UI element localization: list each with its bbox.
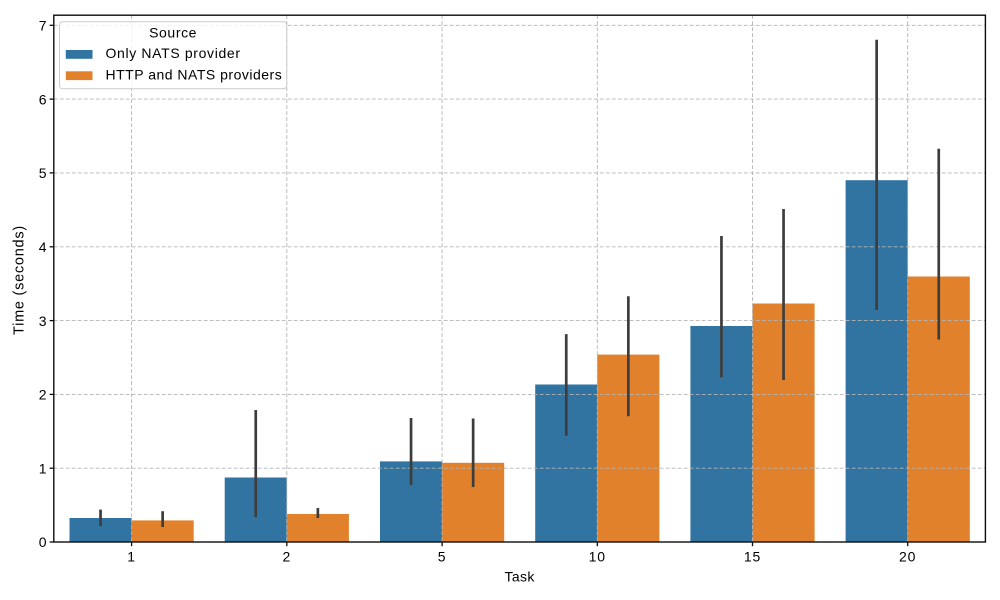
svg-text:Only NATS provider: Only NATS provider (106, 45, 241, 61)
svg-text:1: 1 (127, 549, 136, 565)
svg-text:Task: Task (505, 569, 536, 585)
svg-text:Source: Source (149, 25, 197, 41)
svg-text:HTTP and NATS providers: HTTP and NATS providers (106, 66, 283, 82)
svg-text:7: 7 (39, 18, 47, 34)
svg-text:20: 20 (899, 549, 916, 565)
svg-text:15: 15 (744, 549, 761, 565)
svg-text:5: 5 (438, 549, 447, 565)
svg-text:6: 6 (39, 91, 47, 107)
svg-text:2: 2 (39, 387, 47, 403)
svg-text:Time (seconds): Time (seconds) (12, 225, 28, 335)
svg-text:1: 1 (39, 460, 47, 476)
svg-text:4: 4 (39, 239, 47, 255)
svg-text:0: 0 (39, 534, 47, 550)
svg-text:10: 10 (589, 549, 606, 565)
svg-text:2: 2 (282, 549, 291, 565)
svg-text:3: 3 (39, 313, 47, 329)
svg-text:5: 5 (39, 165, 47, 181)
